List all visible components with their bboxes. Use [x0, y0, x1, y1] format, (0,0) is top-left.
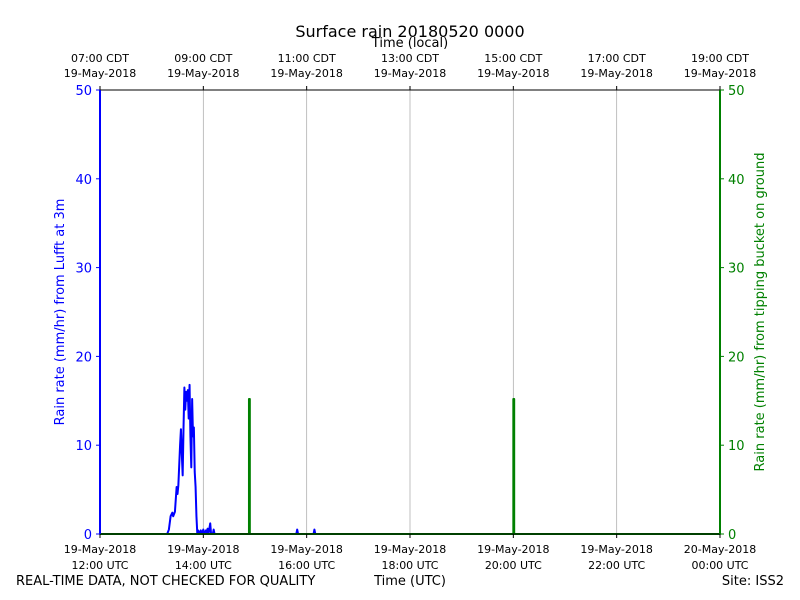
top-x-tick-time: 09:00 CDT	[174, 52, 232, 65]
right-y-tick-label: 0	[728, 528, 736, 543]
bottom-x-tick-date: 19-May-2018	[270, 543, 342, 556]
bottom-x-tick-time: 14:00 UTC	[175, 559, 232, 572]
bottom-x-tick-date: 19-May-2018	[167, 543, 239, 556]
left-y-tick-label: 40	[75, 173, 92, 188]
bottom-x-tick-date: 19-May-2018	[374, 543, 446, 556]
bottom-x-tick-time: 00:00 UTC	[691, 559, 748, 572]
right-axis-label: Rain rate (mm/hr) from tipping bucket on…	[753, 153, 768, 472]
site-label: Site: ISS2	[721, 574, 784, 589]
left-y-tick-label: 0	[84, 528, 92, 543]
right-y-tick-label: 10	[728, 439, 745, 454]
top-axis-label: Time (local)	[371, 36, 448, 51]
top-x-tick-time: 13:00 CDT	[381, 52, 439, 65]
top-x-tick-date: 19-May-2018	[580, 67, 652, 80]
top-x-tick-date: 19-May-2018	[270, 67, 342, 80]
right-y-tick-label: 40	[728, 173, 745, 188]
top-x-tick-time: 11:00 CDT	[278, 52, 336, 65]
top-x-tick-date: 19-May-2018	[477, 67, 549, 80]
vertical-gridlines	[202, 90, 618, 534]
bottom-x-tick-date: 19-May-2018	[64, 543, 136, 556]
bottom-x-tick-time: 20:00 UTC	[485, 559, 542, 572]
bottom-x-tick-time: 22:00 UTC	[588, 559, 645, 572]
top-x-tick-date: 19-May-2018	[684, 67, 756, 80]
right-y-tick-label: 50	[728, 84, 745, 99]
tick-layer: 0 0 10 10 20 20 30 30 40 40 50 50 19-May-2018 12:00 U…	[64, 52, 756, 572]
bottom-x-tick-time: 16:00 UTC	[278, 559, 335, 572]
top-x-tick-time: 17:00 CDT	[588, 52, 646, 65]
bottom-x-tick-time: 12:00 UTC	[71, 559, 128, 572]
right-y-tick-label: 20	[728, 350, 745, 365]
bottom-axis-label: Time (UTC)	[374, 574, 446, 589]
left-y-tick-label: 20	[75, 350, 92, 365]
top-x-tick-date: 19-May-2018	[64, 67, 136, 80]
top-x-tick-time: 19:00 CDT	[691, 52, 749, 65]
left-axis-label: Rain rate (mm/hr) from Lufft at 3m	[53, 199, 68, 426]
top-x-tick-date: 19-May-2018	[167, 67, 239, 80]
bottom-x-tick-date: 19-May-2018	[477, 543, 549, 556]
quality-disclaimer: REAL-TIME DATA, NOT CHECKED FOR QUALITY	[16, 574, 316, 589]
top-x-tick-time: 07:00 CDT	[71, 52, 129, 65]
bottom-x-tick-date: 19-May-2018	[580, 543, 652, 556]
chart-title: Surface rain 20180520 0000	[295, 22, 524, 41]
left-y-tick-label: 30	[75, 262, 92, 277]
left-y-tick-label: 10	[75, 439, 92, 454]
left-y-tick-label: 50	[75, 84, 92, 99]
bottom-x-tick-date: 20-May-2018	[684, 543, 756, 556]
top-x-tick-date: 19-May-2018	[374, 67, 446, 80]
top-x-tick-time: 15:00 CDT	[484, 52, 542, 65]
right-y-tick-label: 30	[728, 262, 745, 277]
bottom-x-tick-time: 18:00 UTC	[381, 559, 438, 572]
